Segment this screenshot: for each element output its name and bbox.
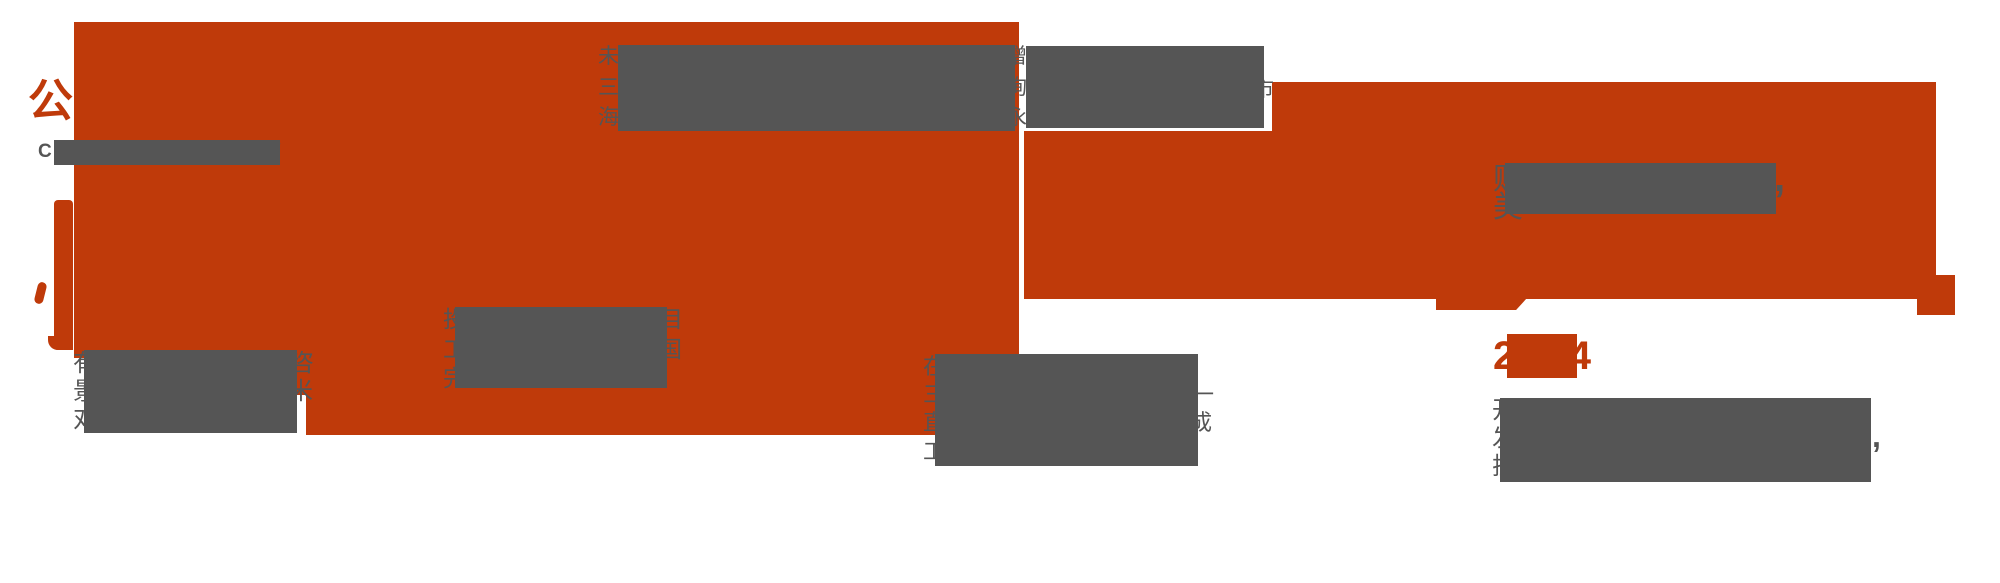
left-banner-block-b — [190, 22, 306, 395]
page-title: 公司历程 — [28, 78, 74, 126]
block-c1-redaction — [455, 307, 667, 388]
intro-line2-first-char: 三 — [598, 76, 619, 99]
tagline-comma: , — [1774, 156, 1786, 200]
right-banner-corner-square — [1917, 275, 1955, 315]
decorative-glyph-hook — [48, 336, 73, 350]
tagline-redaction — [1505, 163, 1776, 214]
intro-redaction-left — [618, 45, 1015, 131]
right-banner-bottom-tab — [1436, 298, 1527, 310]
block-lb-redaction — [84, 350, 297, 433]
page-title-clip: 公司历程 — [28, 78, 74, 128]
right-banner-lower — [1024, 131, 1272, 299]
entry-redaction — [1500, 398, 1871, 482]
subtitle-redaction-bar — [54, 140, 280, 165]
entry-line2-comma: , — [1872, 418, 1881, 454]
intro-redaction-right — [1026, 46, 1264, 128]
block-c2-redaction — [935, 354, 1198, 466]
intro-line3-first-char: 海 — [598, 106, 619, 129]
decorative-glyph-dot — [33, 281, 48, 305]
timeline-year-cover — [1507, 334, 1577, 378]
left-banner-block-a — [74, 22, 190, 358]
intro-line1-first-char: 未 — [598, 45, 619, 68]
decorative-glyph-stroke — [54, 200, 73, 350]
